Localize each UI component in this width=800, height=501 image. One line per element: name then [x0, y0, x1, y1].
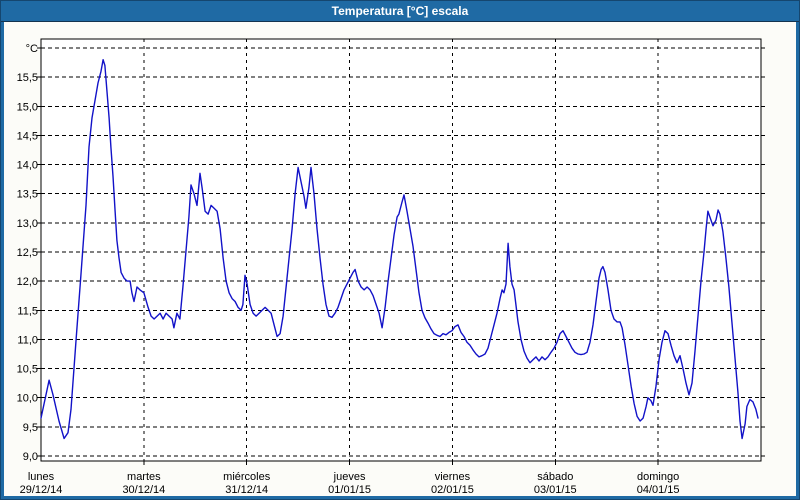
x-date-label: 03/01/15 [534, 484, 577, 496]
x-date-label: 02/01/15 [431, 484, 474, 496]
x-day-label: martes [127, 471, 161, 483]
y-tick-label: 12,0 [17, 276, 38, 288]
y-tick-label: 11,0 [17, 334, 38, 346]
y-axis-unit-label: °C [26, 43, 38, 55]
y-tick-label: 13,5 [17, 189, 38, 201]
x-day-label: domingo [637, 471, 679, 483]
x-date-label: 30/12/14 [122, 484, 165, 496]
x-date-label: 04/01/15 [637, 484, 680, 496]
x-date-label: 29/12/14 [20, 484, 63, 496]
y-tick-label: 10,0 [17, 393, 38, 405]
x-day-label: viernes [435, 471, 471, 483]
y-tick-label: 9,5 [23, 422, 38, 434]
x-date-label: 01/01/15 [328, 484, 371, 496]
y-tick-label: 14,5 [17, 130, 38, 142]
y-tick-label: 13,0 [17, 218, 38, 230]
y-tick-label: 11,5 [17, 305, 38, 317]
x-day-label: jueves [333, 471, 366, 483]
y-tick-label: 9,0 [23, 451, 38, 463]
y-tick-label: 15,0 [17, 101, 38, 113]
y-tick-label: 10,5 [17, 364, 38, 376]
y-tick-label: 12,5 [17, 247, 38, 259]
x-date-label: 31/12/14 [225, 484, 268, 496]
x-day-label: miércoles [223, 471, 271, 483]
x-day-label: lunes [28, 471, 55, 483]
y-tick-label: 15,5 [17, 72, 38, 84]
y-tick-label: 14,0 [17, 160, 38, 172]
x-day-label: sábado [537, 471, 573, 483]
